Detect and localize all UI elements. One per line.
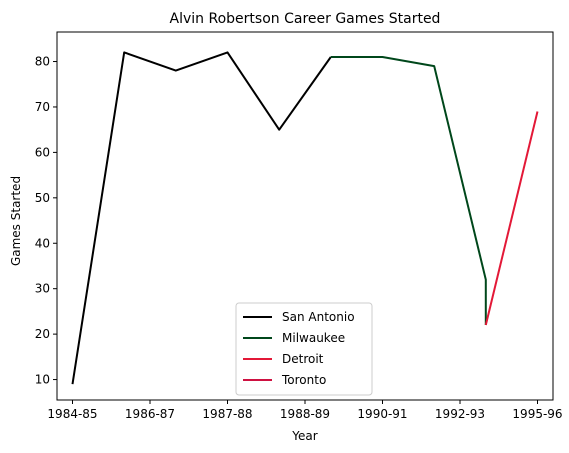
y-tick-label: 20 <box>35 327 50 341</box>
series-line-detroit <box>484 111 539 326</box>
x-axis: 1984-85 1986-87 1987-88 1988-89 1990-91 1992-… <box>47 400 563 421</box>
y-tick-label: 50 <box>35 191 50 205</box>
x-tick-label: 1984-85 <box>47 407 97 421</box>
y-tick-label: 60 <box>35 145 50 159</box>
y-tick-label: 70 <box>35 100 50 114</box>
legend-box <box>235 302 373 396</box>
y-tick-label: 80 <box>35 55 50 69</box>
series-line-san-antonio <box>71 51 332 385</box>
y-tick-label: 10 <box>35 373 50 387</box>
legend-label: Milwaukee <box>282 331 345 345</box>
y-tick-label: 30 <box>35 282 50 296</box>
y-axis: 10 20 30 40 50 60 70 80 <box>35 55 57 387</box>
x-tick-label: 1995-96 <box>512 407 562 421</box>
chart-title: Alvin Robertson Career Games Started <box>170 11 441 27</box>
y-tick-label: 40 <box>35 236 50 250</box>
legend-label: Toronto <box>281 373 326 387</box>
x-tick-label: 1986-87 <box>125 407 175 421</box>
x-axis-label: Year <box>291 429 317 443</box>
series-line-milwaukee <box>330 56 487 325</box>
x-tick-label: 1990-91 <box>357 407 407 421</box>
series-layer <box>71 51 539 385</box>
legend-label: San Antonio <box>282 310 355 324</box>
x-tick-label: 1987-88 <box>202 407 252 421</box>
legend-label: Detroit <box>282 352 324 366</box>
y-axis-label: Games Started <box>9 176 23 266</box>
x-tick-label: 1992-93 <box>435 407 485 421</box>
legend: San Antonio Milwaukee Detroit Toronto <box>235 302 373 396</box>
x-tick-label: 1988-89 <box>280 407 330 421</box>
